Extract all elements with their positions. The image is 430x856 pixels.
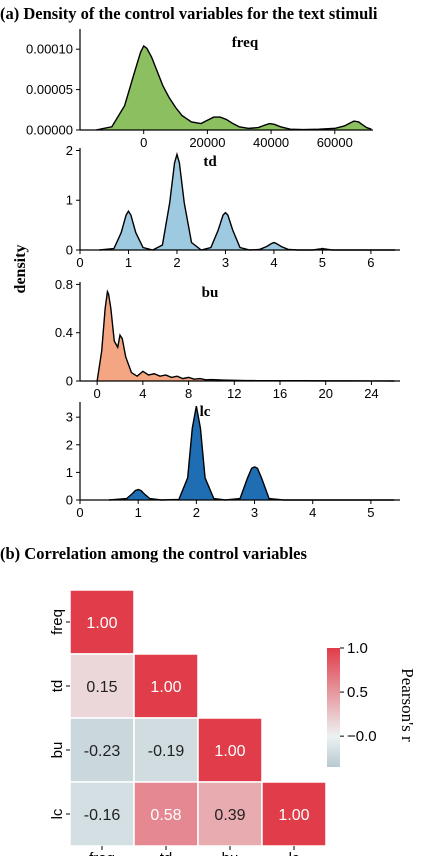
y-tick-label: 1 [66,465,73,480]
heatmap-value-label: 1.00 [214,743,245,760]
x-tick-label: 5 [367,505,374,520]
x-tick-label: 0 [76,255,83,270]
x-tick-label: 1 [125,255,132,270]
density-line-td [99,151,396,251]
x-tick-label: 0 [76,505,83,520]
colorbar-label: Pearson's r [398,668,417,742]
heatmap-value-label: -0.23 [84,743,121,760]
density-panel-freq: 0 20000 40000 60000 0.00000 0.00005 0.00010 fre… [26,29,373,150]
density-area-bu [97,291,395,381]
x-tick-label: 1 [135,505,142,520]
heatmap-value-label: 0.15 [86,679,117,696]
x-tick-label: 12 [227,386,241,401]
y-tick-label: 0 [66,374,73,389]
colorbar: −0.0 0.5 1.0 Pearson's r [327,640,417,767]
density-line-lc [109,406,395,501]
panel-title-bu: bu [202,285,219,301]
panel-title-freq: freq [232,35,259,51]
heatmap-cell-bu-bu [197,717,263,783]
density-line-bu [96,289,395,382]
y-tick-label: 2 [66,437,73,452]
heatmap-value-label: 1.00 [278,807,309,824]
x-tick-label: 20 [318,386,332,401]
heatmap-value-label: 1.00 [150,679,181,696]
heatmap-row-label: bu [49,742,66,759]
x-tick-label: 6 [367,255,374,270]
heatmap-col-label: td [160,850,173,856]
y-tick-label: 0.00005 [26,82,73,97]
density-line-freq [95,44,372,131]
density-panel-td: 0 1 2 3 4 5 6 0 1 2 td [66,143,400,270]
y-tick-label: 0 [66,493,73,508]
heatmap-cell-lc-bu [197,781,263,847]
heatmap-row-label: freq [49,609,66,635]
density-panel-bu: 0 4 8 12 16 20 24 0 0.4 0.8 bu [55,277,400,401]
x-tick-label: 0 [94,386,101,401]
section-b-title: (b) Correlation among the control variab… [0,544,307,563]
heatmap-col-label: lc [289,850,300,856]
x-tick-label: 40000 [253,135,289,150]
heatmap-value-label: 0.58 [150,807,181,824]
x-tick-label: 4 [270,255,277,270]
x-tick-label: 2 [173,255,180,270]
density-area-freq [95,45,372,130]
colorbar-tick-label: −0.0 [347,728,377,745]
heatmap-col-label: freq [89,850,115,856]
x-tick-label: 16 [273,386,287,401]
y-tick-label: 0.4 [55,325,73,340]
x-tick-label: 0 [140,135,147,150]
panel-title-td: td [203,154,217,170]
y-tick-label: 0.00010 [26,42,73,57]
correlation-heatmap: 1.00 0.15 1.00 -0.23 -0.19 1.00 -0.16 0.58 0.39 1… [49,589,327,856]
x-tick-label: 5 [319,255,326,270]
heatmap-value-label: 0.39 [214,807,245,824]
x-tick-label: 4 [139,386,146,401]
density-axis-label: density [12,245,29,294]
y-tick-label: 2 [66,143,73,158]
y-tick-label: 1 [66,193,73,208]
y-tick-label: 0.00000 [26,123,73,138]
heatmap-col-label: bu [222,850,239,856]
colorbar-gradient [327,648,340,767]
heatmap-cell-bu-td [133,717,199,783]
heatmap-cell-lc-freq [69,781,135,847]
density-area-lc [109,406,395,500]
x-tick-label: 4 [309,505,316,520]
y-tick-label: 0.8 [55,277,73,292]
heatmap-value-label: -0.16 [84,807,121,824]
x-tick-label: 24 [364,386,378,401]
x-tick-label: 20000 [189,135,225,150]
x-tick-label: 60000 [317,135,353,150]
heatmap-cell-lc-lc [261,781,327,847]
heatmap-cell-lc-td [133,781,199,847]
y-tick-label: 0 [66,243,73,258]
colorbar-tick-label: 1.0 [347,640,368,657]
x-tick-label: 2 [193,505,200,520]
heatmap-row-label: lc [49,808,66,819]
density-panel-lc: 0 1 2 3 4 5 0 1 2 3 lc [66,402,400,520]
section-a-title: (a) Density of the control variables for… [0,4,378,23]
colorbar-tick-label: 0.5 [347,684,368,701]
x-tick-label: 3 [251,505,258,520]
heatmap-value-label: -0.19 [148,743,185,760]
heatmap-row-label: td [49,680,66,693]
x-tick-label: 8 [185,386,192,401]
heatmap-value-label: 1.00 [86,615,117,632]
x-tick-label: 3 [222,255,229,270]
density-area-td [99,154,396,250]
heatmap-cell-freq-freq [69,589,135,655]
heatmap-cell-td-freq [69,653,135,719]
panel-title-lc: lc [200,404,211,420]
y-tick-label: 3 [66,410,73,425]
